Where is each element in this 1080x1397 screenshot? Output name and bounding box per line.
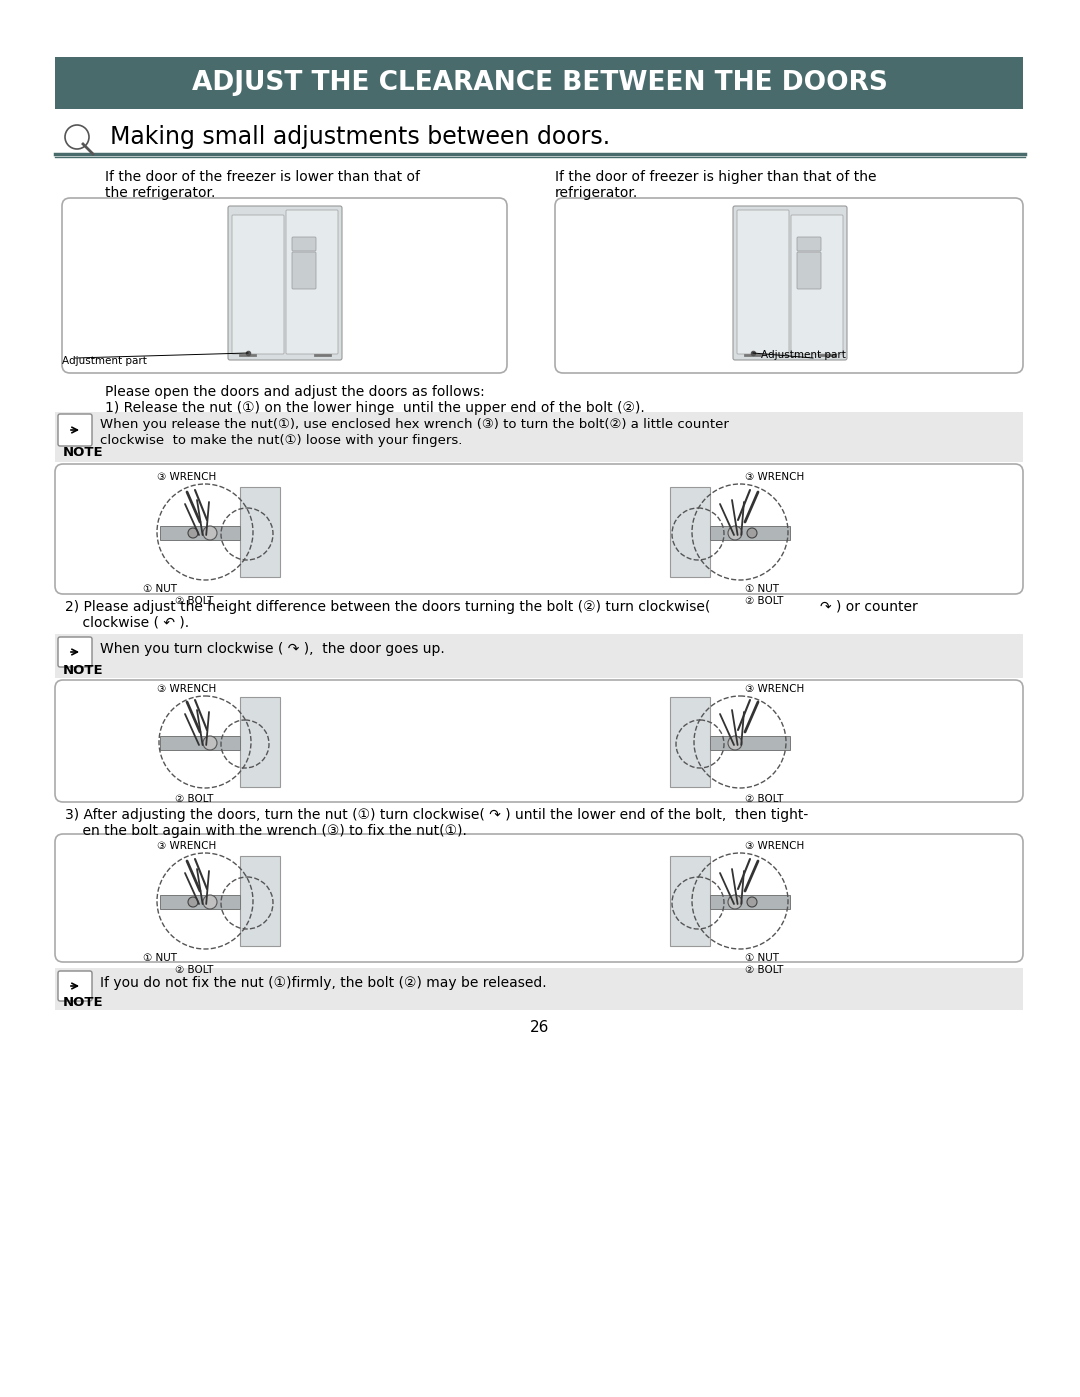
Bar bbox=[670, 697, 710, 787]
Text: ② BOLT: ② BOLT bbox=[175, 597, 214, 606]
Text: the refrigerator.: the refrigerator. bbox=[105, 186, 215, 200]
Text: ③ WRENCH: ③ WRENCH bbox=[157, 841, 216, 851]
Text: 26: 26 bbox=[530, 1020, 550, 1035]
Bar bbox=[240, 488, 280, 577]
FancyBboxPatch shape bbox=[58, 414, 92, 446]
Text: refrigerator.: refrigerator. bbox=[555, 186, 638, 200]
Circle shape bbox=[728, 527, 742, 541]
Circle shape bbox=[203, 527, 217, 541]
Text: ③ WRENCH: ③ WRENCH bbox=[745, 472, 805, 482]
FancyBboxPatch shape bbox=[733, 205, 847, 360]
FancyBboxPatch shape bbox=[62, 198, 507, 373]
FancyBboxPatch shape bbox=[292, 251, 316, 289]
Text: ③ WRENCH: ③ WRENCH bbox=[745, 841, 805, 851]
Text: clockwise ( ↶ ).: clockwise ( ↶ ). bbox=[65, 616, 189, 630]
Circle shape bbox=[747, 897, 757, 907]
Circle shape bbox=[728, 736, 742, 750]
Bar bbox=[160, 895, 240, 909]
Text: 1) Release the nut (①) on the lower hinge  until the upper end of the bolt (②).: 1) Release the nut (①) on the lower hing… bbox=[105, 401, 645, 415]
Text: ② BOLT: ② BOLT bbox=[175, 965, 214, 975]
Text: ③ WRENCH: ③ WRENCH bbox=[157, 685, 216, 694]
Text: NOTE: NOTE bbox=[63, 446, 104, 460]
Text: ③ WRENCH: ③ WRENCH bbox=[157, 472, 216, 482]
Bar bbox=[240, 856, 280, 946]
Bar bbox=[710, 736, 789, 750]
Circle shape bbox=[203, 895, 217, 909]
Text: ↷ ) or counter: ↷ ) or counter bbox=[820, 599, 918, 615]
Text: When you release the nut(①), use enclosed hex wrench (③) to turn the bolt(②) a l: When you release the nut(①), use enclose… bbox=[100, 418, 729, 432]
Bar bbox=[710, 527, 789, 541]
Bar bbox=[670, 488, 710, 577]
Text: If the door of freezer is higher than that of the: If the door of freezer is higher than th… bbox=[555, 170, 877, 184]
FancyBboxPatch shape bbox=[292, 237, 316, 251]
Bar bbox=[160, 527, 240, 541]
FancyBboxPatch shape bbox=[55, 464, 1023, 594]
Text: NOTE: NOTE bbox=[63, 664, 104, 678]
FancyBboxPatch shape bbox=[797, 251, 821, 289]
FancyBboxPatch shape bbox=[58, 637, 92, 666]
FancyBboxPatch shape bbox=[228, 205, 342, 360]
Text: 3) After adjusting the doors, turn the nut (①) turn clockwise( ↷ ) until the low: 3) After adjusting the doors, turn the n… bbox=[65, 807, 808, 821]
Text: ② BOLT: ② BOLT bbox=[745, 965, 783, 975]
Text: ① NUT: ① NUT bbox=[745, 584, 779, 594]
FancyBboxPatch shape bbox=[55, 680, 1023, 802]
Text: ① NUT: ① NUT bbox=[745, 953, 779, 963]
Text: ① NUT: ① NUT bbox=[143, 953, 177, 963]
FancyBboxPatch shape bbox=[232, 215, 284, 353]
Text: NOTE: NOTE bbox=[63, 996, 104, 1009]
FancyBboxPatch shape bbox=[791, 215, 843, 353]
Text: ③ WRENCH: ③ WRENCH bbox=[745, 685, 805, 694]
Circle shape bbox=[728, 895, 742, 909]
FancyBboxPatch shape bbox=[58, 971, 92, 1002]
Circle shape bbox=[188, 897, 198, 907]
Bar bbox=[55, 57, 1023, 109]
Circle shape bbox=[188, 528, 198, 538]
Text: When you turn clockwise ( ↷ ),  the door goes up.: When you turn clockwise ( ↷ ), the door … bbox=[100, 643, 445, 657]
Text: 2) Please adjust the height difference between the doors turning the bolt (②) tu: 2) Please adjust the height difference b… bbox=[65, 599, 711, 615]
Text: ② BOLT: ② BOLT bbox=[175, 793, 214, 805]
Text: ② BOLT: ② BOLT bbox=[745, 793, 783, 805]
Text: Adjustment part: Adjustment part bbox=[761, 351, 846, 360]
Bar bbox=[55, 412, 1023, 462]
Text: clockwise  to make the nut(①) loose with your fingers.: clockwise to make the nut(①) loose with … bbox=[100, 434, 462, 447]
Bar bbox=[240, 697, 280, 787]
Circle shape bbox=[203, 736, 217, 750]
Bar bbox=[55, 634, 1023, 678]
Text: Please open the doors and adjust the doors as follows:: Please open the doors and adjust the doo… bbox=[105, 386, 485, 400]
Text: ADJUST THE CLEARANCE BETWEEN THE DOORS: ADJUST THE CLEARANCE BETWEEN THE DOORS bbox=[192, 70, 888, 96]
Text: ① NUT: ① NUT bbox=[143, 584, 177, 594]
Bar bbox=[160, 736, 240, 750]
Bar bbox=[670, 856, 710, 946]
Text: ② BOLT: ② BOLT bbox=[745, 597, 783, 606]
Text: Adjustment part: Adjustment part bbox=[62, 356, 147, 366]
Bar bbox=[710, 895, 789, 909]
Circle shape bbox=[747, 528, 757, 538]
FancyBboxPatch shape bbox=[286, 210, 338, 353]
FancyBboxPatch shape bbox=[55, 834, 1023, 963]
FancyBboxPatch shape bbox=[737, 210, 789, 353]
Text: If the door of the freezer is lower than that of: If the door of the freezer is lower than… bbox=[105, 170, 420, 184]
Text: en the bolt again with the wrench (③) to fix the nut(①).: en the bolt again with the wrench (③) to… bbox=[65, 824, 467, 838]
FancyBboxPatch shape bbox=[555, 198, 1023, 373]
Text: If you do not fix the nut (①)firmly, the bolt (②) may be released.: If you do not fix the nut (①)firmly, the… bbox=[100, 977, 546, 990]
FancyBboxPatch shape bbox=[797, 237, 821, 251]
Bar bbox=[55, 968, 1023, 1010]
Text: Making small adjustments between doors.: Making small adjustments between doors. bbox=[110, 124, 610, 149]
